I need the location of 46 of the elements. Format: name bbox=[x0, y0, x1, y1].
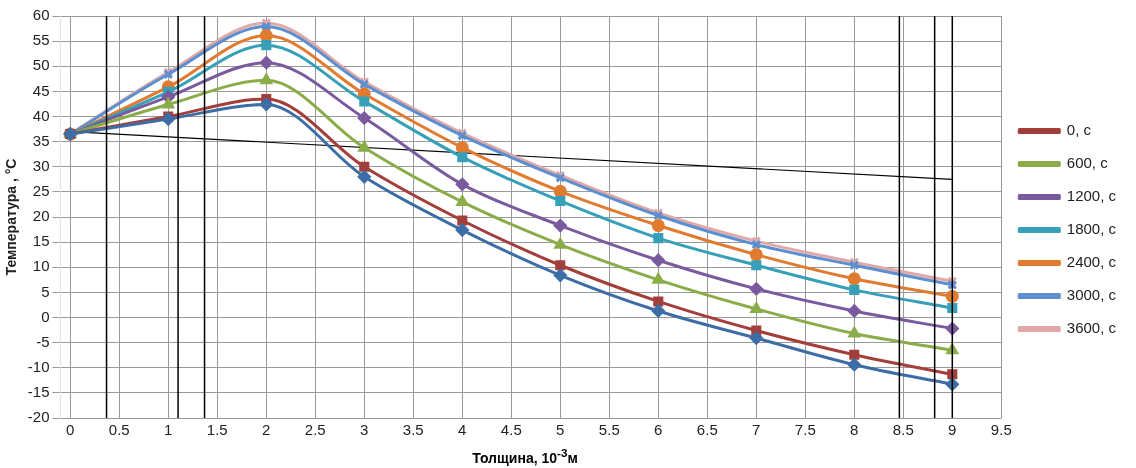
x-tick-label: 7.5 bbox=[794, 421, 816, 439]
y-tick-label: 55 bbox=[32, 31, 50, 49]
y-tick-label: 30 bbox=[32, 156, 50, 174]
y-tick-label: 60 bbox=[32, 6, 50, 24]
x-tick-label: 4 bbox=[458, 421, 467, 439]
y-tick-label: -15 bbox=[27, 383, 50, 401]
y-tick-label: 0 bbox=[41, 307, 50, 325]
y-tick-label: 10 bbox=[32, 257, 50, 275]
y-axis-title: Температура , °С bbox=[3, 158, 20, 276]
legend-label: 0, с bbox=[1066, 121, 1092, 139]
x-tick-label: 1.5 bbox=[206, 421, 228, 439]
x-tick-label: 3.5 bbox=[402, 421, 424, 439]
x-tick-label: 0 bbox=[66, 421, 75, 439]
x-tick-label: 5.5 bbox=[598, 421, 620, 439]
y-tick-label: 20 bbox=[32, 207, 50, 225]
x-axis-title: Толщина, 10$^{-3}$м bbox=[471, 446, 579, 466]
x-tick-label: 2.5 bbox=[304, 421, 326, 439]
legend-label: 3600, с bbox=[1066, 319, 1117, 337]
y-tick-label: -5 bbox=[36, 332, 50, 350]
y-tick-label: 35 bbox=[32, 131, 50, 149]
x-tick-label: 4.5 bbox=[500, 421, 522, 439]
x-tick-label: 3 bbox=[360, 421, 369, 439]
x-tick-label: 7 bbox=[752, 421, 761, 439]
legend-label: 600, с bbox=[1066, 154, 1109, 172]
x-tick-label: 5 bbox=[556, 421, 565, 439]
legend-label: 2400, с bbox=[1066, 253, 1117, 271]
y-tick-label: 15 bbox=[32, 232, 50, 250]
y-tick-label: 5 bbox=[41, 282, 50, 300]
legend-label: 1800, с bbox=[1066, 220, 1117, 238]
x-tick-label: 6.5 bbox=[696, 421, 718, 439]
y-tick-label: 25 bbox=[32, 182, 50, 200]
y-tick-label: 40 bbox=[32, 106, 50, 124]
y-tick-label: -10 bbox=[27, 357, 50, 375]
legend-label: 3000, с bbox=[1066, 286, 1117, 304]
x-tick-label: 9 bbox=[948, 421, 957, 439]
y-tick-label: 45 bbox=[32, 81, 50, 99]
x-tick-label: 9.5 bbox=[990, 421, 1012, 439]
x-tick-label: 1 bbox=[164, 421, 173, 439]
x-tick-label: 8.5 bbox=[892, 421, 914, 439]
legend-label: 1200, с bbox=[1066, 187, 1117, 205]
x-tick-label: 0.5 bbox=[108, 421, 130, 439]
y-tick-label: 50 bbox=[32, 56, 50, 74]
x-tick-label: 2 bbox=[262, 421, 271, 439]
x-tick-label: 8 bbox=[850, 421, 859, 439]
x-tick-label: 6 bbox=[654, 421, 663, 439]
y-tick-label: -20 bbox=[27, 408, 50, 426]
